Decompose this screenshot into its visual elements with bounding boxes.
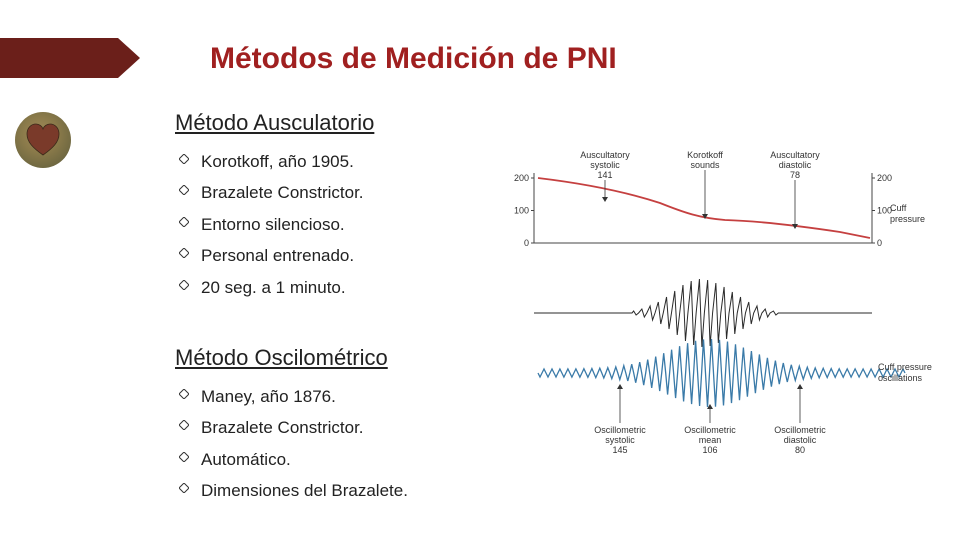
section-heading: Método Ausculatorio	[175, 110, 374, 136]
heart-icon	[15, 112, 71, 168]
svg-text:0: 0	[524, 238, 529, 248]
svg-text:Cuff pressure: Cuff pressure	[878, 362, 932, 372]
svg-text:mean: mean	[699, 435, 722, 445]
svg-text:systolic: systolic	[590, 160, 620, 170]
list-item: Personal entrenado.	[201, 240, 374, 271]
list-item: Entorno silencioso.	[201, 209, 374, 240]
svg-text:78: 78	[790, 170, 800, 180]
svg-text:sounds: sounds	[690, 160, 720, 170]
list-item-text: Entorno silencioso.	[201, 215, 345, 234]
list-item: Automático.	[201, 444, 408, 475]
svg-text:diastolic: diastolic	[784, 435, 817, 445]
svg-text:Oscillometric: Oscillometric	[774, 425, 826, 435]
list-item-text: Dimensiones del Brazalete.	[201, 481, 408, 500]
section-oscilometrico: Método Oscilométrico Maney, año 1876. Bra…	[175, 345, 408, 507]
svg-text:systolic: systolic	[605, 435, 635, 445]
svg-text:80: 80	[795, 445, 805, 455]
svg-text:141: 141	[597, 170, 612, 180]
list-item-text: Brazalete Constrictor.	[201, 418, 364, 437]
svg-text:Auscultatory: Auscultatory	[580, 150, 630, 160]
svg-text:diastolic: diastolic	[779, 160, 812, 170]
list-item-text: Maney, año 1876.	[201, 387, 336, 406]
svg-text:Oscillometric: Oscillometric	[594, 425, 646, 435]
bp-chart: 01002000100200CuffpressureAuscultatorysy…	[500, 148, 938, 458]
svg-text:200: 200	[514, 173, 529, 183]
svg-text:oscillations: oscillations	[878, 373, 923, 383]
svg-text:145: 145	[612, 445, 627, 455]
list-item: Dimensiones del Brazalete.	[201, 475, 408, 506]
svg-text:Korotkoff: Korotkoff	[687, 150, 723, 160]
svg-text:0: 0	[877, 238, 882, 248]
svg-text:106: 106	[702, 445, 717, 455]
svg-text:Oscillometric: Oscillometric	[684, 425, 736, 435]
list-item-text: Brazalete Constrictor.	[201, 183, 364, 202]
list-item: Brazalete Constrictor.	[201, 412, 408, 443]
list-item: 20 seg. a 1 minuto.	[201, 272, 374, 303]
list-item-text: Automático.	[201, 450, 291, 469]
list-item-text: Personal entrenado.	[201, 246, 354, 265]
list-item-text: 20 seg. a 1 minuto.	[201, 278, 346, 297]
accent-triangle	[118, 38, 140, 78]
page-title: Métodos de Medición de PNI	[210, 42, 617, 76]
svg-text:Auscultatory: Auscultatory	[770, 150, 820, 160]
section-ausculatorio: Método Ausculatorio Korotkoff, año 1905.…	[175, 110, 374, 303]
list-item-text: Korotkoff, año 1905.	[201, 152, 354, 171]
accent-bar	[0, 38, 118, 78]
section-heading: Método Oscilométrico	[175, 345, 408, 371]
list-item: Brazalete Constrictor.	[201, 177, 374, 208]
svg-text:200: 200	[877, 173, 892, 183]
list-item: Maney, año 1876.	[201, 381, 408, 412]
list-item: Korotkoff, año 1905.	[201, 146, 374, 177]
svg-text:Cuff: Cuff	[890, 203, 907, 213]
svg-text:pressure: pressure	[890, 214, 925, 224]
svg-text:100: 100	[514, 206, 529, 216]
